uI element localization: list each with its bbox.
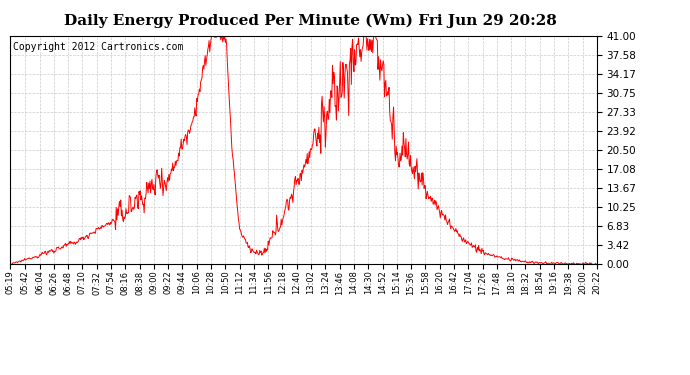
Text: Daily Energy Produced Per Minute (Wm) Fri Jun 29 20:28: Daily Energy Produced Per Minute (Wm) Fr… (64, 13, 557, 27)
Text: Copyright 2012 Cartronics.com: Copyright 2012 Cartronics.com (13, 42, 184, 52)
